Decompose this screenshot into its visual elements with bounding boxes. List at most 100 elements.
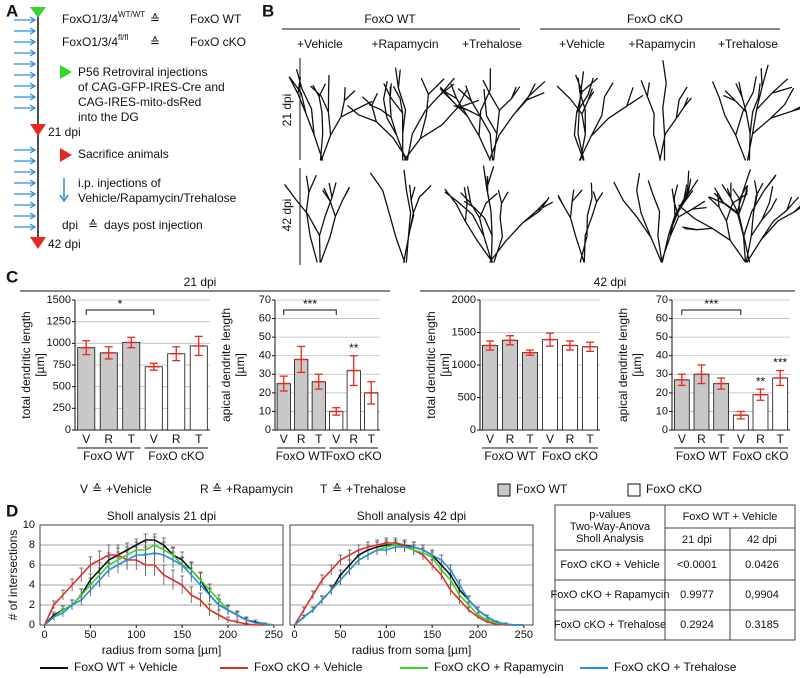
table-cell: 0.0426 bbox=[745, 559, 779, 571]
bar bbox=[481, 345, 498, 431]
significance: ** bbox=[349, 341, 359, 355]
legend-swatch bbox=[497, 483, 511, 497]
timepoint: 42 dpi bbox=[48, 237, 81, 251]
y-tick-label: 4 bbox=[29, 579, 35, 591]
key-letter: V bbox=[80, 482, 88, 496]
x-tick-label: 100 bbox=[127, 629, 145, 641]
significance-bracket bbox=[283, 309, 337, 315]
legend-label: FoxO cKO + Vehicle bbox=[254, 660, 363, 674]
x-tick-label: 200 bbox=[469, 629, 487, 641]
table-corner: Two-Way-Anova bbox=[570, 521, 651, 533]
group-label: FoxO cKO bbox=[326, 449, 382, 463]
y-tick-label: 20 bbox=[259, 387, 271, 399]
group-label: FoxO WT bbox=[83, 449, 135, 463]
y-tick-label: 50 bbox=[656, 331, 668, 343]
x-tick-label: V bbox=[280, 432, 288, 446]
key-meaning: +Trehalose bbox=[346, 482, 406, 496]
arrow-head bbox=[29, 157, 37, 165]
table-cell: 0.3185 bbox=[745, 619, 779, 631]
y-axis-title: total dendritic length bbox=[424, 311, 438, 418]
treatment-label: +Vehicle bbox=[297, 37, 343, 51]
legend-label: FoxO cKO + Rapamycin bbox=[434, 660, 564, 674]
y-tick-label: 1000 bbox=[452, 359, 476, 371]
table-cell: FoxO cKO + Trehalose bbox=[554, 619, 666, 631]
treatment-label: +Trehalose bbox=[462, 37, 522, 51]
group-label: FoxO WT bbox=[484, 449, 536, 463]
arrow-head bbox=[29, 60, 37, 68]
dendrite-tracing bbox=[288, 69, 373, 161]
x-axis-title: radius from soma [µm] bbox=[102, 643, 222, 657]
gene: FoxO1/3/4 bbox=[62, 35, 118, 49]
dendrite-tracing bbox=[439, 68, 546, 161]
y-tick-label: 10 bbox=[259, 405, 271, 417]
dendrite-tracing bbox=[640, 60, 692, 161]
gene: FoxO1/3/4 bbox=[62, 12, 118, 26]
y-tick-label: 1000 bbox=[47, 337, 71, 349]
x-tick-label: R bbox=[349, 432, 358, 446]
y-tick-label: 0 bbox=[65, 424, 71, 436]
x-tick-label: T bbox=[195, 432, 203, 446]
y-tick-label: 750 bbox=[53, 359, 71, 371]
arrow-head bbox=[29, 27, 37, 35]
y-tick-label: 20 bbox=[656, 387, 668, 399]
bar bbox=[673, 379, 690, 431]
x-tick-label: T bbox=[526, 432, 534, 446]
x-tick-label: R bbox=[104, 432, 113, 446]
x-tick-label: R bbox=[756, 432, 765, 446]
dendrite-tracing bbox=[347, 67, 480, 161]
abbr-term: dpi bbox=[62, 218, 78, 232]
series-line bbox=[44, 552, 274, 626]
legend-label: FoxO cKO bbox=[646, 482, 702, 496]
key-equiv: ≙ bbox=[212, 482, 222, 496]
key-letter: R bbox=[200, 482, 209, 496]
y-tick-label: 2000 bbox=[452, 294, 476, 306]
y-axis-title: [µm] bbox=[33, 353, 47, 377]
x-tick-label: 0 bbox=[292, 629, 298, 641]
arrow-head bbox=[29, 146, 37, 154]
series-line bbox=[43, 554, 274, 626]
x-tick-label: R bbox=[697, 432, 706, 446]
x-tick-label: 200 bbox=[219, 629, 237, 641]
series-line bbox=[293, 542, 524, 626]
table-column: 21 dpi bbox=[682, 534, 712, 546]
equiv: ≙ bbox=[150, 35, 160, 49]
y-tick-label: 40 bbox=[656, 350, 668, 362]
x-tick-label: T bbox=[128, 432, 136, 446]
x-axis-title: radius from soma [µm] bbox=[352, 643, 472, 657]
dendrite-tracing bbox=[678, 169, 800, 263]
arrow-head bbox=[29, 201, 37, 209]
group-label: FoxO WT bbox=[676, 449, 728, 463]
table-cell: 0,9904 bbox=[745, 589, 779, 601]
arrow-head bbox=[29, 212, 37, 220]
table-rows: FoxO cKO + Vehicle <0.0001 0.0426 FoxO cKO … bbox=[551, 559, 779, 631]
bar bbox=[99, 352, 118, 431]
x-tick-label: T bbox=[586, 432, 594, 446]
x-tick-label: 50 bbox=[84, 629, 96, 641]
y-tick-label: 30 bbox=[259, 368, 271, 380]
y-tick-label: 10 bbox=[656, 405, 668, 417]
y-tick-label: 500 bbox=[458, 391, 476, 403]
injection-text: P56 Retroviral injections bbox=[78, 65, 207, 79]
y-tick-label: 10 bbox=[23, 519, 35, 531]
table-corner: p-values bbox=[589, 509, 631, 521]
sacrifice-text: Sacrifice animals bbox=[78, 147, 169, 161]
arrow-head bbox=[29, 168, 37, 176]
y-axis-title: apical dendrite length bbox=[616, 308, 630, 422]
x-tick-label: V bbox=[150, 432, 158, 446]
y-tick-label: 500 bbox=[53, 381, 71, 393]
table-cell: FoxO cKO + Rapamycin bbox=[551, 589, 670, 601]
y-tick-label: 1250 bbox=[47, 316, 71, 328]
pvalue-table: p-values Two-Way-Anova Sholl Analysis Fo… bbox=[551, 504, 796, 641]
y-tick-label: 6 bbox=[29, 559, 35, 571]
dendrite-tracing bbox=[556, 71, 644, 161]
y-tick-label: 1500 bbox=[47, 294, 71, 306]
allele: WT/WT bbox=[118, 10, 145, 19]
bar bbox=[144, 366, 163, 431]
genotype-header: FoxO cKO bbox=[627, 12, 683, 26]
legend-swatch bbox=[627, 483, 641, 497]
arrow-head bbox=[29, 93, 37, 101]
series-line bbox=[44, 539, 274, 626]
x-tick-label: V bbox=[678, 432, 686, 446]
bar bbox=[582, 346, 599, 431]
